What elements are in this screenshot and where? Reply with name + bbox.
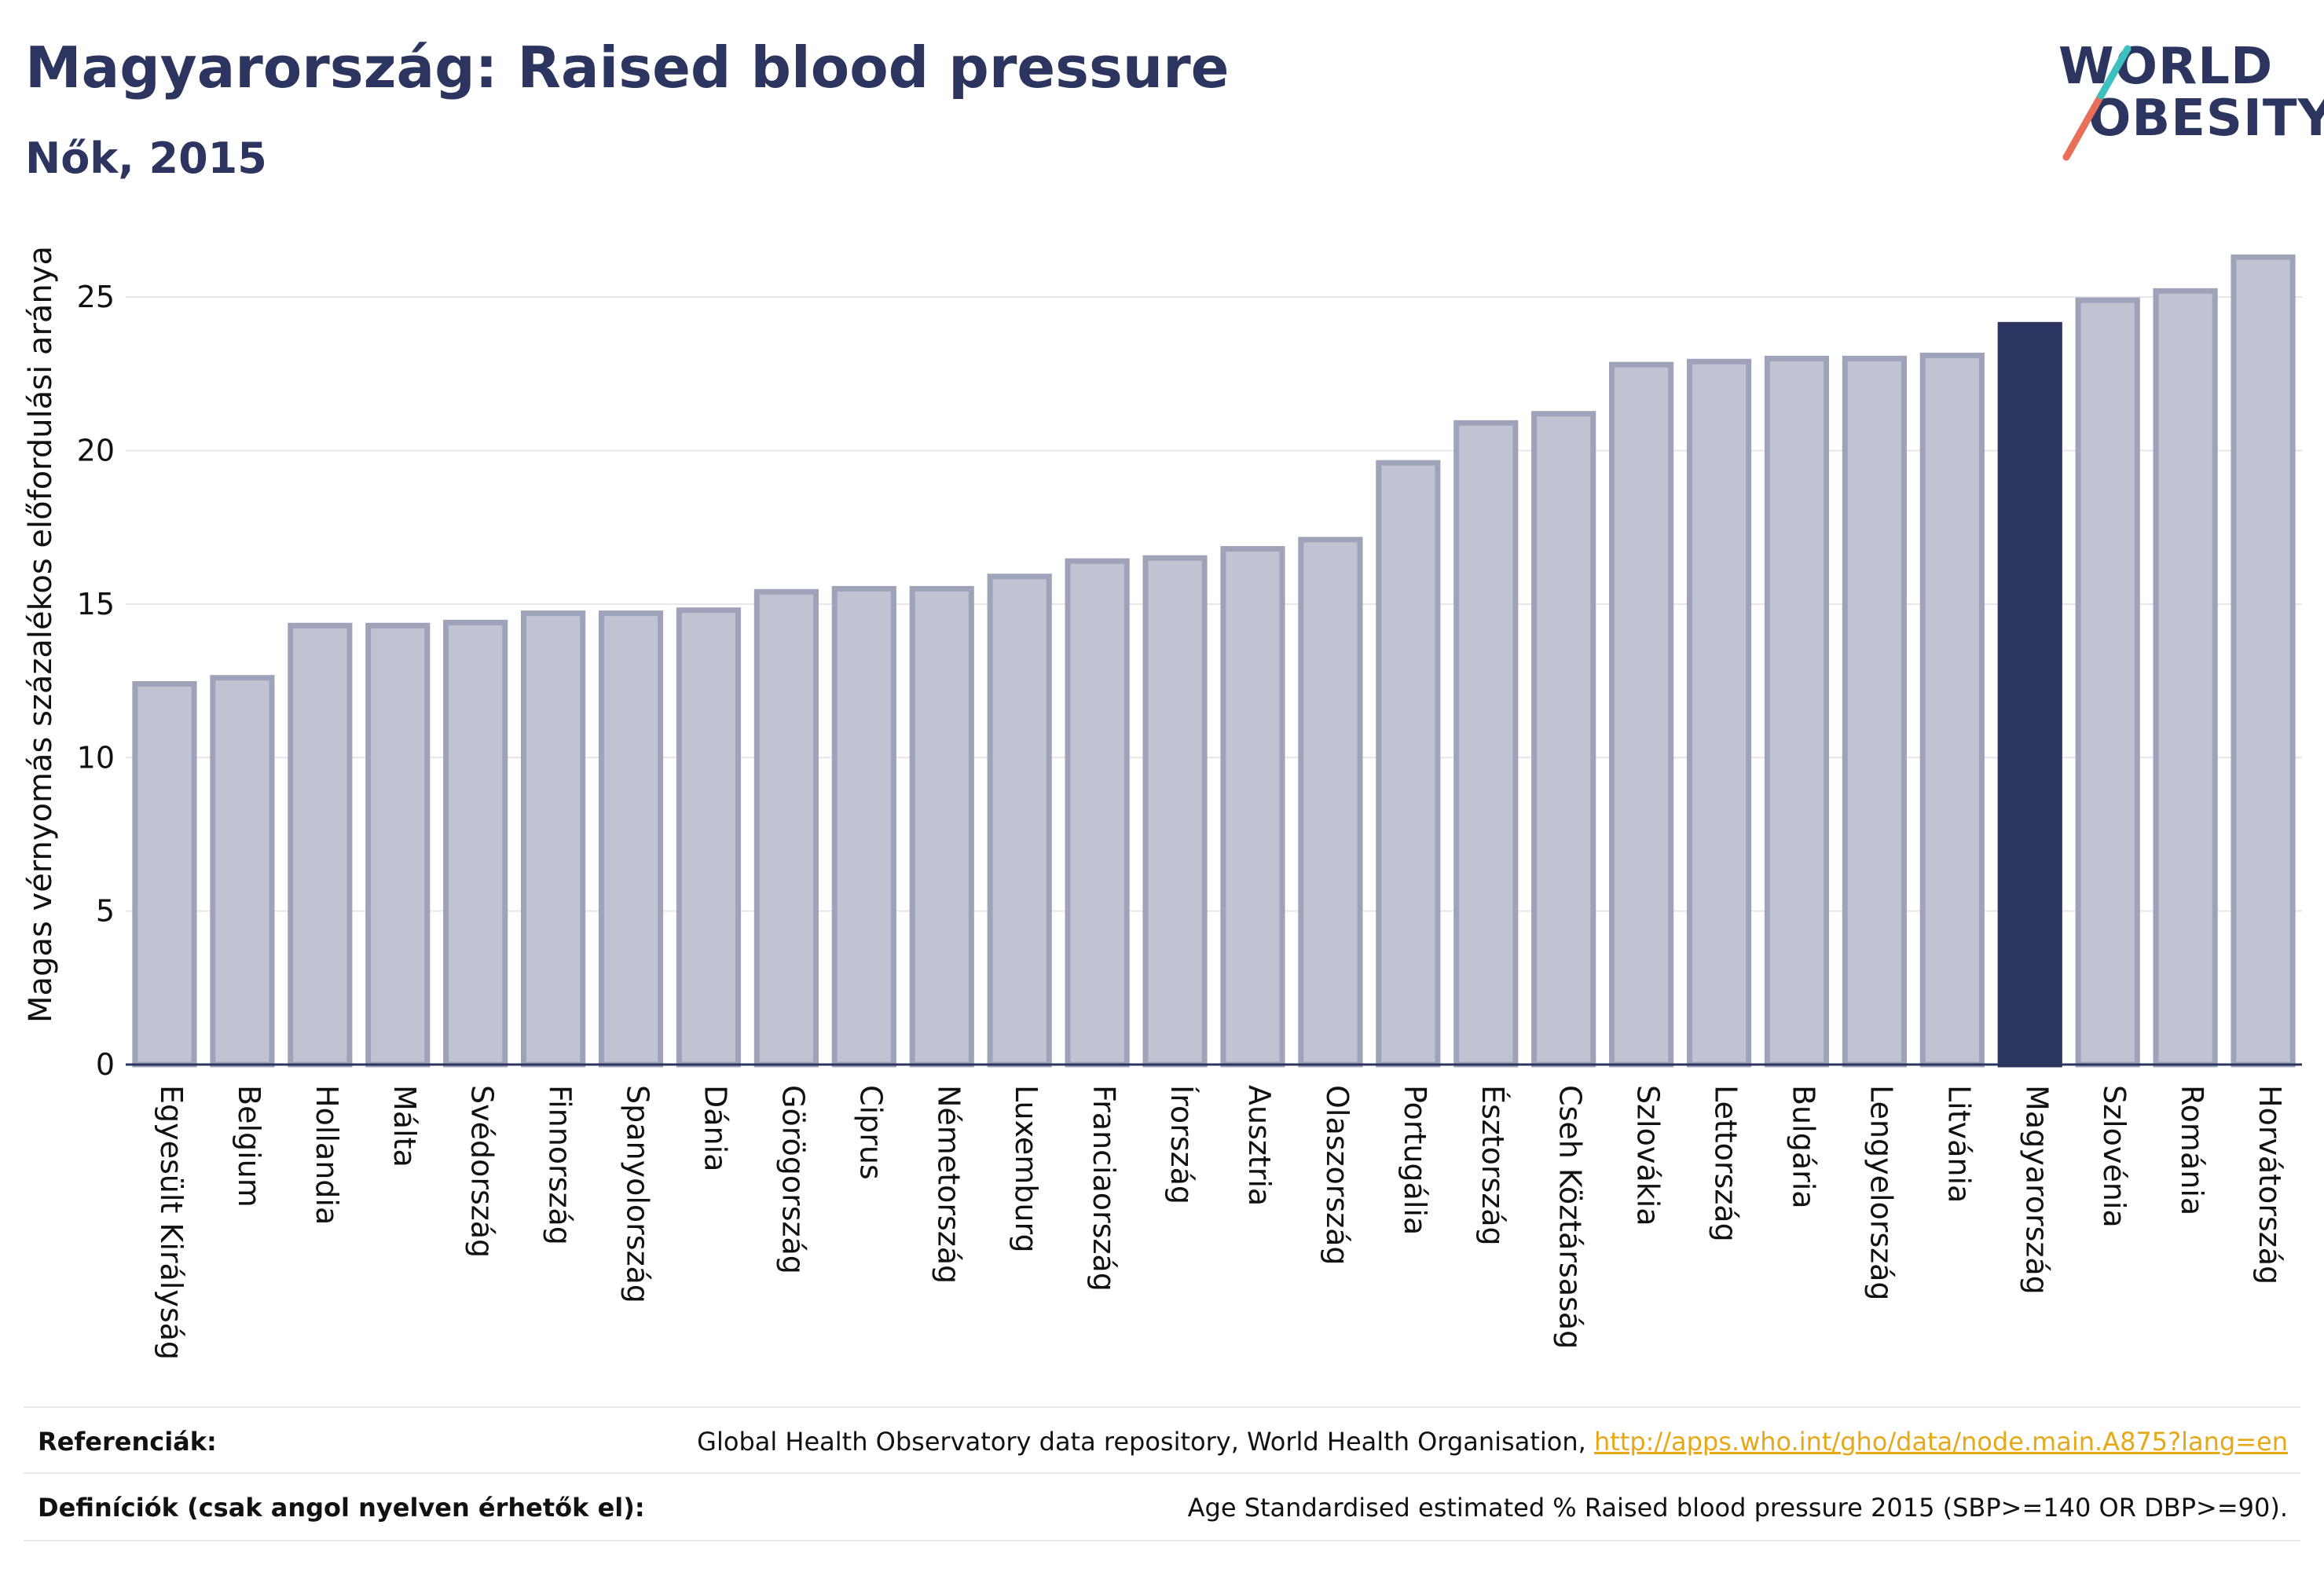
x-tick-label: Cseh Köztársaság [1553,1085,1588,1349]
bar-chart: 0 5 10 15 20 25 Egyesült Királyság Belgium Holl… [23,246,2302,1360]
bar-szlovákia [1609,361,1674,1068]
bar-írország [1142,555,1208,1068]
bar-görögország [753,588,819,1068]
x-tick-label: Belgium [232,1085,266,1208]
bar-spanyolország [598,610,664,1068]
x-tick-label: Portugália [1398,1085,1432,1235]
bar-ausztria [1220,546,1285,1068]
x-tick-label: Dánia [698,1085,732,1171]
x-tick-label: Finnország [543,1085,577,1245]
bar-magyarország [1997,321,2062,1068]
y-tick-label: 15 [77,587,115,621]
x-tick-label: Magyarország [2019,1085,2054,1295]
x-axis-ticks: Egyesült Királyság Belgium Hollandia Málta S… [154,1085,2287,1360]
x-tick-label: Svédország [465,1085,500,1258]
x-tick-label: Szlovénia [2097,1085,2132,1228]
bar-észtország [1453,420,1519,1068]
x-tick-label: Észtország [1475,1085,1510,1246]
references-value: Global Health Observatory data repositor… [697,1427,2288,1457]
x-tick-label: Ciprus [853,1085,888,1180]
x-tick-label: Ausztria [1242,1085,1277,1206]
x-tick-label: Horvátország [2253,1085,2287,1285]
bar-dánia [676,607,742,1068]
bar-luxemburg [987,574,1052,1068]
x-tick-label: Luxemburg [1009,1085,1043,1253]
logo-line-2: OBESITY [2088,90,2324,148]
bar-olaszország [1298,537,1363,1068]
bar-portugália [1376,460,1441,1068]
x-tick-label: Szlovákia [1631,1085,1666,1226]
y-tick-label: 0 [96,1047,115,1082]
bar-hollandia [288,622,353,1068]
page-title: Magyarország: Raised blood pressure [25,35,1230,101]
bar-bulgária [1764,355,1830,1068]
x-tick-label: Hollandia [310,1085,344,1225]
references-label: Referenciák: [38,1427,217,1457]
x-tick-label: Írország [1164,1085,1199,1204]
x-tick-label: Egyesült Királyság [154,1085,189,1360]
page-subtitle: Nők, 2015 [25,134,267,183]
x-tick-label: Görögország [775,1085,810,1274]
x-tick-label: Spanyolország [621,1085,655,1303]
bar-ciprus [831,585,896,1068]
y-axis-label: Magas vérnyomás százalékos előfordulási … [23,246,59,1023]
y-tick-label: 20 [77,434,115,468]
chart-bars [132,254,2296,1068]
bar-románia [2153,288,2218,1068]
logo-slash-icon [2062,45,2132,161]
references-link[interactable]: http://apps.who.int/gho/data/node.main.A… [1593,1427,2288,1457]
bar-franciaország [1065,558,1130,1068]
bar-egyesült-királyság [132,680,197,1068]
bar-belgium [210,675,275,1068]
x-tick-label: Olaszország [1320,1085,1354,1266]
bar-horvátország [2231,254,2296,1068]
x-tick-label: Németország [931,1085,966,1284]
bar-lettország [1686,358,1752,1068]
bar-szlovénia [2075,297,2140,1068]
x-tick-label: Litvánia [1941,1085,1976,1203]
references-text: Global Health Observatory data repositor… [697,1427,1594,1457]
definitions-row: Definíciók (csak angol nyelven érhetők e… [24,1472,2300,1541]
definitions-label: Definíciók (csak angol nyelven érhetők e… [38,1493,645,1523]
world-obesity-logo: WORLD OBESITY [2051,24,2324,165]
bar-svédország [443,619,508,1068]
x-tick-label: Bulgária [1786,1085,1820,1209]
y-tick-label: 10 [77,740,115,775]
definitions-value: Age Standardised estimated % Raised bloo… [1187,1493,2288,1523]
x-tick-label: Románia [2175,1085,2209,1215]
x-tick-label: Lettország [1709,1085,1743,1242]
references-row: Referenciák: Global Health Observatory d… [24,1406,2300,1474]
bar-németország [909,585,974,1068]
bar-finnország [521,610,586,1068]
x-tick-label: Málta [387,1085,422,1167]
logo-line-1: WORLD [2058,38,2274,96]
x-tick-label: Franciaország [1087,1085,1121,1292]
y-tick-label: 5 [96,894,115,929]
bar-litvánia [1919,352,1985,1068]
y-tick-label: 25 [77,280,115,314]
bar-cseh-köztársaság [1531,411,1596,1068]
bar-málta [365,622,431,1068]
bar-lengyelország [1842,355,1907,1068]
x-tick-label: Lengyelország [1864,1085,1898,1301]
y-axis-ticks: 0 5 10 15 20 25 [77,280,115,1082]
